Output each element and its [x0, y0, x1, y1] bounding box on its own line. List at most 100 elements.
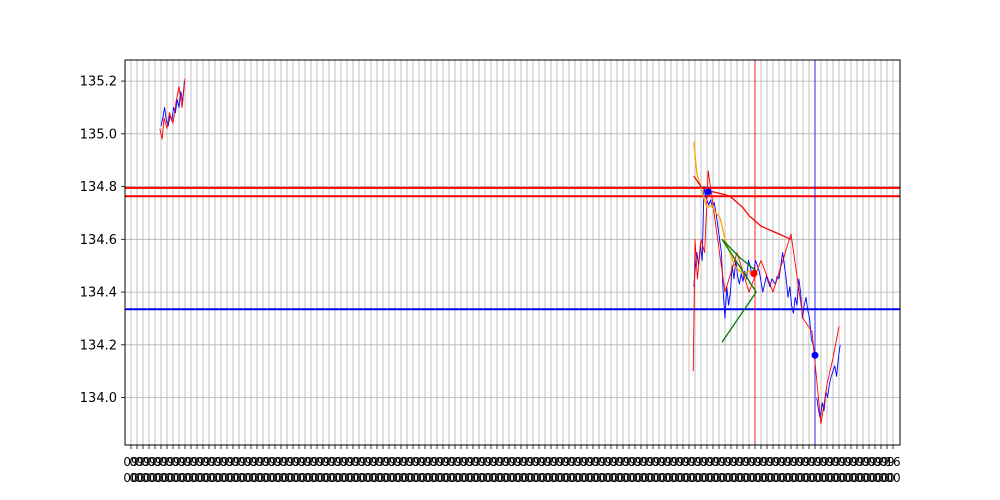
x-tick-label: 00 — [549, 471, 564, 485]
x-tick-label: 09 — [567, 455, 582, 469]
x-tick-label: 09 — [579, 455, 594, 469]
x-tick-label: 09 — [309, 455, 324, 469]
x-tick-label: 00 — [213, 471, 228, 485]
x-tick-label: 09 — [387, 455, 402, 469]
x-tick-label: 09 — [651, 455, 666, 469]
x-tick-label: 09 — [153, 455, 168, 469]
x-tick-label: 09 — [777, 455, 792, 469]
x-tick-label: 00 — [321, 471, 336, 485]
x-tick-label: 00 — [153, 471, 168, 485]
x-tick-label: 00 — [789, 471, 804, 485]
x-tick-label: 09 — [555, 455, 570, 469]
x-tick-label: 00 — [129, 471, 144, 485]
x-tick-label: 09 — [213, 455, 228, 469]
x-tick-label: 00 — [219, 471, 234, 485]
x-tick-label: 09 — [549, 455, 564, 469]
x-tick-label: 09 — [837, 455, 852, 469]
x-tick-label: 09 — [807, 455, 822, 469]
x-tick-label: 00 — [843, 471, 858, 485]
x-tick-label: 00 — [525, 471, 540, 485]
x-tick-label: 09 — [753, 455, 768, 469]
x-tick-label: 00 — [441, 471, 456, 485]
x-tick-label: 00 — [171, 471, 186, 485]
x-tick-label: 09 — [771, 455, 786, 469]
x-tick-label: 09 — [657, 455, 672, 469]
x-tick-label: 00 — [681, 471, 696, 485]
y-tick-label: 135.2 — [80, 75, 117, 90]
x-tick-label: 00 — [489, 471, 504, 485]
x-tick-label: 00 — [831, 471, 846, 485]
y-tick-label: 134.6 — [80, 233, 117, 248]
x-tick-label: 09 — [165, 455, 180, 469]
x-tick-label: 09 — [171, 455, 186, 469]
grid — [125, 60, 900, 445]
x-tick-label: 09 — [483, 455, 498, 469]
x-tick-label: 16 — [885, 455, 900, 469]
x-tick-label: 09 — [867, 455, 882, 469]
x-tick-label: 00 — [303, 471, 318, 485]
x-tick-label: 00 — [741, 471, 756, 485]
x-tick-label: 09 — [615, 455, 630, 469]
x-tick-label: 09 — [705, 455, 720, 469]
x-tick-label: 00 — [873, 471, 888, 485]
x-tick-label: 09 — [333, 455, 348, 469]
x-tick-label: 00 — [717, 471, 732, 485]
x-tick-label: 00 — [405, 471, 420, 485]
x-tick-label: 09 — [879, 455, 894, 469]
x-tick-label: 00 — [159, 471, 174, 485]
x-tick-label: 09 — [519, 455, 534, 469]
x-tick-label: 09 — [669, 455, 684, 469]
x-tick-label: 09 — [375, 455, 390, 469]
x-tick-label: 09 — [435, 455, 450, 469]
x-tick-label: 09 — [471, 455, 486, 469]
x-tick-label: 09 — [381, 455, 396, 469]
x-tick-label: 00 — [333, 471, 348, 485]
y-tick-label: 134.2 — [80, 338, 117, 353]
x-tick-label: 09 — [303, 455, 318, 469]
x-tick-label: 09 — [597, 455, 612, 469]
x-tick-label: 00 — [315, 471, 330, 485]
x-tick-label: 09 — [441, 455, 456, 469]
x-tick-label: 09 — [279, 455, 294, 469]
x-tick-label: 09 — [675, 455, 690, 469]
overlay-line — [693, 141, 759, 278]
x-tick-label: 09 — [741, 455, 756, 469]
x-tick-label: 09 — [477, 455, 492, 469]
x-tick-label: 00 — [123, 471, 138, 485]
x-tick-label: 09 — [135, 455, 150, 469]
price-line — [159, 78, 186, 140]
x-tick-label: 00 — [495, 471, 510, 485]
x-tick-label: 00 — [447, 471, 462, 485]
x-tick-label: 09 — [267, 455, 282, 469]
x-tick-label: 09 — [609, 455, 624, 469]
x-tick-label: 00 — [201, 471, 216, 485]
x-tick-label: 00 — [693, 471, 708, 485]
x-tick-label: 09 — [501, 455, 516, 469]
x-tick-label: 00 — [453, 471, 468, 485]
x-tick-label: 09 — [285, 455, 300, 469]
x-tick-label: 00 — [813, 471, 828, 485]
x-tick-label: 09 — [789, 455, 804, 469]
x-tick-label: 00 — [669, 471, 684, 485]
x-tick-label: 09 — [873, 455, 888, 469]
x-tick-label: 09 — [123, 455, 138, 469]
x-tick-label: 00 — [345, 471, 360, 485]
x-tick-label: 09 — [459, 455, 474, 469]
overlay-line — [721, 291, 757, 343]
x-tick-label: 09 — [765, 455, 780, 469]
x-tick-label: 00 — [513, 471, 528, 485]
x-tick-label: 00 — [765, 471, 780, 485]
x-tick-label: 00 — [627, 471, 642, 485]
x-tick-label: 09 — [429, 455, 444, 469]
x-tick-label: 00 — [537, 471, 552, 485]
x-tick-label: 09 — [813, 455, 828, 469]
point-marker — [750, 270, 758, 278]
x-tick-label: 00 — [615, 471, 630, 485]
x-tick-label: 00 — [591, 471, 606, 485]
x-tick-label: 00 — [411, 471, 426, 485]
x-tick-label: 09 — [693, 455, 708, 469]
x-tick-label: 00 — [435, 471, 450, 485]
horizontal-reference-lines — [125, 186, 900, 311]
x-tick-label: 09 — [207, 455, 222, 469]
